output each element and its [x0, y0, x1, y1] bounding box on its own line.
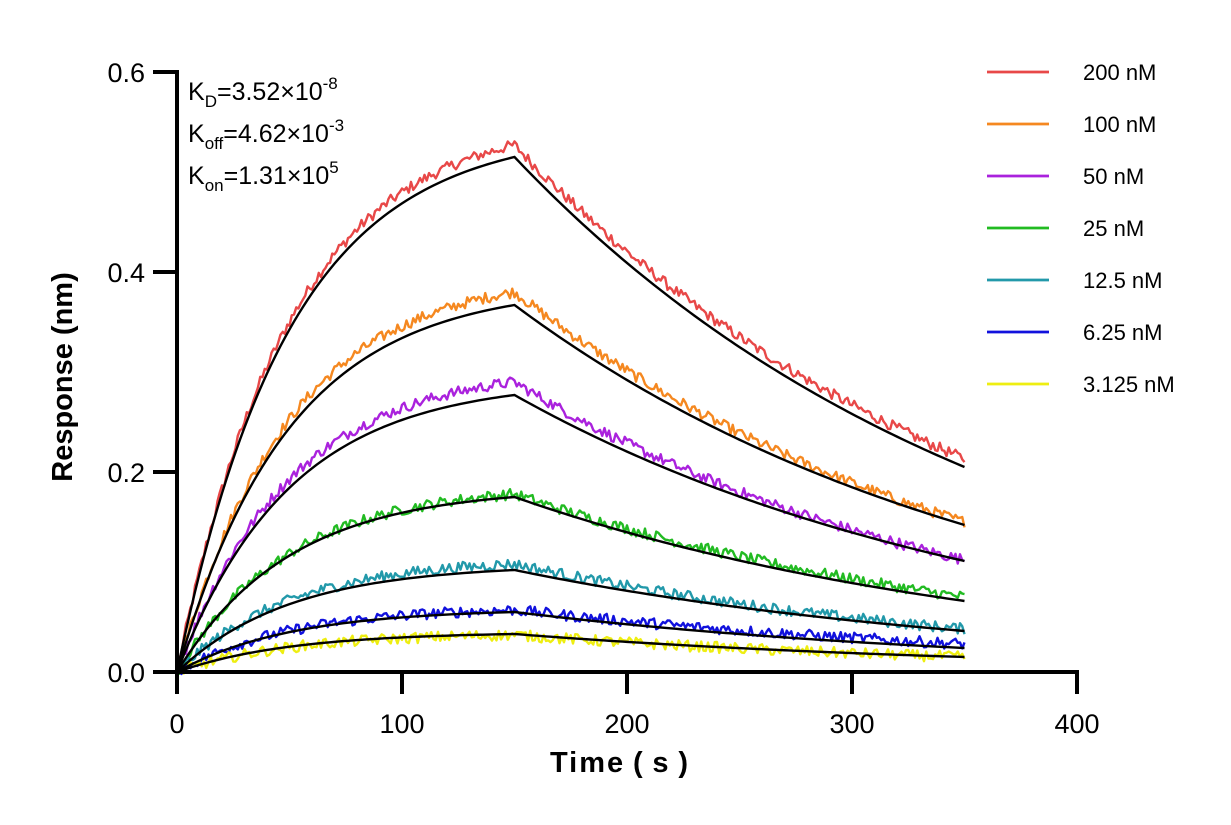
fit-curve-200-nm [175, 155, 965, 673]
legend: 200 nM 100 nM 50 nM 25 nM 12.5 nM 6.25 nM 3.12… [987, 60, 1175, 397]
fit-curve-3-125-nm [176, 632, 965, 674]
data-trace-200-nm [175, 140, 966, 673]
fit-curve-6-25-nm [176, 610, 965, 674]
data-trace-100-nm [175, 287, 966, 673]
axes: 0.0 0.2 0.4 0.6 0 100 200 300 400 [107, 58, 1099, 739]
kinetics-annotation: KD=3.52×10-8 [188, 74, 338, 111]
legend-label: 200 nM [1083, 60, 1156, 85]
fit-curve-100-nm [175, 303, 965, 673]
y-axis-title: Response (nm) [47, 272, 79, 481]
legend-label: 100 nM [1083, 112, 1156, 137]
y-tick-label: 0.4 [107, 258, 145, 288]
fit-curve-12-5-nm [176, 568, 965, 673]
legend-item: 100 nM [987, 112, 1156, 137]
kinetics-annotation: Koff=4.62×10-3 [188, 116, 344, 153]
y-tick-label: 0.2 [107, 458, 145, 488]
y-tick-label: 0.6 [107, 58, 145, 88]
legend-item: 3.125 nM [987, 372, 1175, 397]
legend-item: 25 nM [987, 216, 1144, 241]
x-tick-label: 400 [1054, 709, 1099, 739]
x-axis-title: Time ( s ) [550, 747, 690, 779]
legend-label: 3.125 nM [1083, 372, 1175, 397]
x-tick-label: 200 [604, 709, 649, 739]
legend-label: 25 nM [1083, 216, 1144, 241]
data-trace-50-nm [176, 376, 965, 674]
data-trace-25-nm [176, 488, 965, 675]
legend-item: 12.5 nM [987, 268, 1163, 293]
curves-layer [175, 140, 966, 676]
kinetics-annotation: Kon=1.31×105 [188, 158, 339, 195]
kinetics-annotations: KD=3.52×10-8 Koff=4.62×10-3 Kon=1.31×105 [188, 74, 344, 195]
legend-label: 50 nM [1083, 164, 1144, 189]
legend-label: 12.5 nM [1083, 268, 1163, 293]
legend-item: 6.25 nM [987, 320, 1163, 345]
legend-item: 50 nM [987, 164, 1144, 189]
x-tick-label: 300 [829, 709, 874, 739]
legend-label: 6.25 nM [1083, 320, 1163, 345]
fit-curve-25-nm [175, 495, 965, 673]
x-tick-label: 100 [379, 709, 424, 739]
x-tick-label: 0 [169, 709, 184, 739]
legend-item: 200 nM [987, 60, 1156, 85]
y-tick-label: 0.0 [107, 658, 145, 688]
data-trace-6-25-nm [176, 605, 966, 676]
fit-curve-50-nm [175, 393, 965, 673]
